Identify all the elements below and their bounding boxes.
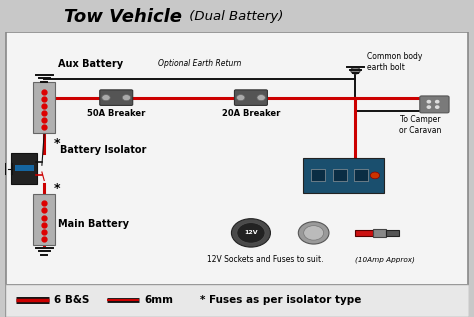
Text: *: * — [54, 182, 60, 196]
Text: 12V Sockets and Fuses to suit.: 12V Sockets and Fuses to suit. — [207, 256, 323, 264]
Circle shape — [427, 106, 430, 108]
Circle shape — [102, 94, 110, 101]
FancyBboxPatch shape — [5, 284, 469, 317]
Text: Main Battery: Main Battery — [58, 219, 129, 230]
FancyBboxPatch shape — [33, 82, 55, 133]
Circle shape — [257, 94, 265, 101]
FancyBboxPatch shape — [420, 96, 449, 113]
Text: 12V: 12V — [244, 230, 258, 235]
Circle shape — [427, 100, 430, 103]
Text: To Camper
or Caravan: To Camper or Caravan — [399, 115, 442, 135]
FancyBboxPatch shape — [100, 90, 133, 106]
Text: Tow Vehicle: Tow Vehicle — [64, 8, 182, 26]
Circle shape — [351, 67, 360, 74]
Bar — [356, 230, 373, 236]
Bar — [354, 169, 368, 182]
Text: (Dual Battery): (Dual Battery) — [185, 10, 283, 23]
Text: 6mm: 6mm — [144, 295, 173, 305]
Bar — [311, 169, 325, 182]
Circle shape — [237, 223, 265, 243]
FancyBboxPatch shape — [303, 158, 384, 193]
Circle shape — [436, 100, 439, 103]
Circle shape — [304, 226, 324, 240]
Text: *: * — [54, 137, 60, 150]
Circle shape — [436, 106, 439, 108]
FancyBboxPatch shape — [33, 194, 55, 245]
Text: Common body
earth bolt: Common body earth bolt — [367, 52, 422, 72]
Circle shape — [298, 222, 329, 244]
Circle shape — [231, 219, 271, 247]
FancyBboxPatch shape — [11, 153, 37, 184]
Text: Battery Isolator: Battery Isolator — [61, 145, 147, 155]
FancyBboxPatch shape — [6, 32, 468, 285]
Bar — [333, 169, 346, 182]
Bar — [386, 230, 399, 236]
Text: 6 B&S: 6 B&S — [54, 295, 89, 305]
Text: 50A Breaker: 50A Breaker — [87, 109, 146, 118]
Text: Optional Earth Return: Optional Earth Return — [158, 59, 241, 68]
Circle shape — [237, 94, 245, 101]
Bar — [373, 229, 386, 237]
Bar — [15, 165, 34, 171]
Text: * Fuses as per isolator type: * Fuses as per isolator type — [200, 295, 361, 305]
Text: (10Amp Approx): (10Amp Approx) — [356, 257, 415, 263]
Circle shape — [122, 94, 131, 101]
Circle shape — [370, 172, 380, 179]
Text: 20A Breaker: 20A Breaker — [222, 109, 280, 118]
Text: Aux Battery: Aux Battery — [58, 59, 123, 69]
FancyBboxPatch shape — [235, 90, 267, 106]
